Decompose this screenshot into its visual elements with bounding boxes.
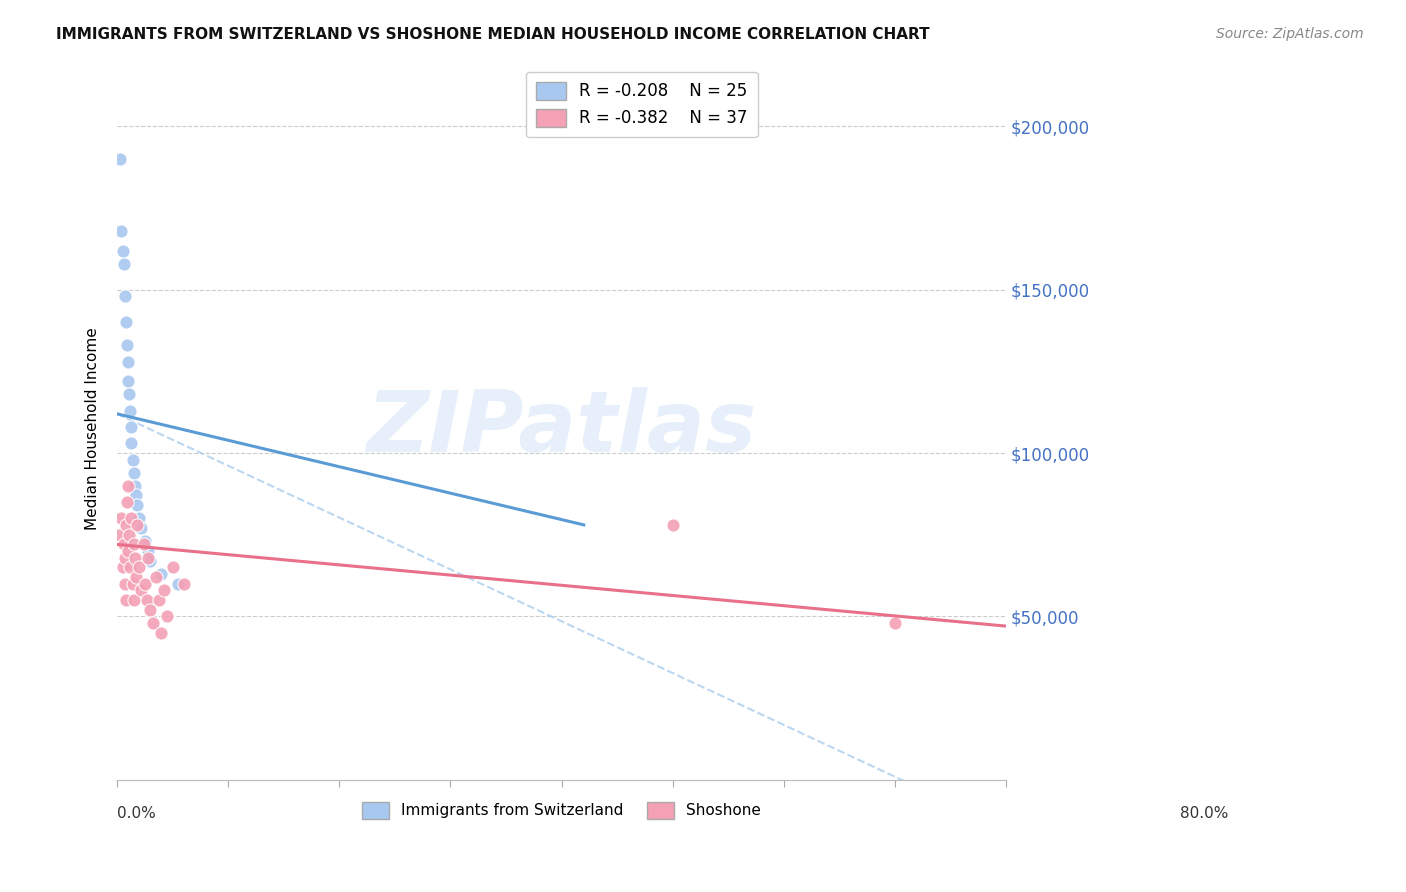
Point: [152, 583, 174, 598]
Point: [114, 550, 136, 565]
Point: [114, 289, 136, 303]
Point: [121, 576, 143, 591]
Point: [115, 517, 138, 532]
Point: [136, 544, 159, 558]
Point: [121, 452, 143, 467]
Point: [115, 495, 138, 509]
Point: [884, 615, 907, 630]
Point: [115, 315, 138, 329]
Point: [136, 593, 159, 607]
Point: [128, 560, 150, 574]
Text: Source: ZipAtlas.com: Source: ZipAtlas.com: [1216, 27, 1364, 41]
Point: [111, 244, 134, 258]
Point: [139, 603, 162, 617]
Point: [120, 560, 142, 574]
Text: ZIPatlas: ZIPatlas: [367, 387, 756, 470]
Point: [117, 544, 139, 558]
Point: [132, 537, 155, 551]
Text: IMMIGRANTS FROM SWITZERLAND VS SHOSHONE MEDIAN HOUSEHOLD INCOME CORRELATION CHAR: IMMIGRANTS FROM SWITZERLAND VS SHOSHONE …: [56, 27, 929, 42]
Point: [150, 625, 173, 640]
Point: [150, 566, 173, 581]
Point: [117, 374, 139, 388]
Point: [118, 387, 141, 401]
Point: [167, 576, 190, 591]
Point: [108, 527, 131, 541]
Point: [120, 436, 142, 450]
Y-axis label: Median Household Income: Median Household Income: [86, 327, 100, 530]
Point: [114, 576, 136, 591]
Point: [125, 517, 148, 532]
Point: [117, 478, 139, 492]
Point: [148, 593, 170, 607]
Point: [120, 420, 142, 434]
Point: [122, 466, 145, 480]
Text: 80.0%: 80.0%: [1180, 806, 1229, 822]
Point: [125, 488, 148, 502]
Point: [145, 570, 167, 584]
Point: [110, 511, 132, 525]
Point: [134, 576, 156, 591]
Point: [110, 152, 132, 166]
Point: [131, 583, 153, 598]
Text: 0.0%: 0.0%: [117, 806, 156, 822]
Point: [122, 593, 145, 607]
Point: [139, 554, 162, 568]
Point: [117, 354, 139, 368]
Point: [111, 560, 134, 574]
Point: [128, 511, 150, 525]
Point: [141, 615, 163, 630]
Point: [156, 609, 179, 624]
Point: [120, 403, 142, 417]
Point: [120, 511, 142, 525]
Point: [115, 593, 138, 607]
Point: [118, 527, 141, 541]
Point: [134, 534, 156, 549]
Point: [124, 550, 146, 565]
Point: [115, 338, 138, 352]
Point: [131, 521, 153, 535]
Point: [162, 560, 184, 574]
Legend: Immigrants from Switzerland, Shoshone: Immigrants from Switzerland, Shoshone: [356, 796, 768, 824]
Point: [661, 517, 683, 532]
Point: [124, 478, 146, 492]
Point: [125, 498, 148, 512]
Point: [122, 537, 145, 551]
Point: [110, 224, 132, 238]
Point: [136, 550, 159, 565]
Point: [173, 576, 195, 591]
Point: [125, 570, 148, 584]
Point: [112, 537, 135, 551]
Point: [112, 257, 135, 271]
